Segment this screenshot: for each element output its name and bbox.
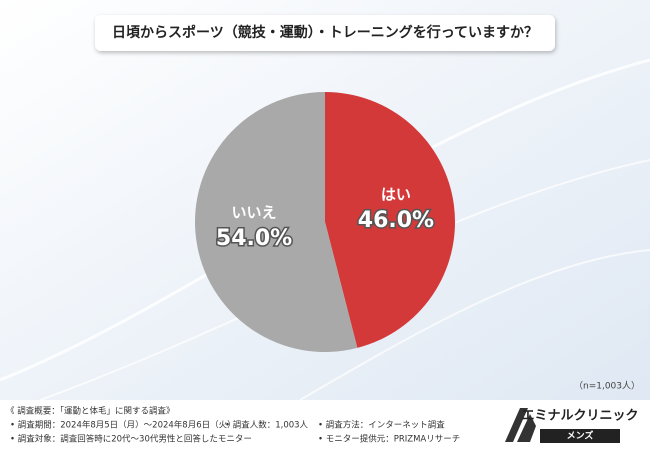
footer-item: • 調査方法：インターネット調査: [318, 420, 445, 431]
chart-title: 日頃からスポーツ（競技・運動）・トレーニングを行っていますか？: [112, 24, 538, 41]
slice-label: はい: [381, 186, 411, 204]
slice-value: 46.0%: [358, 208, 434, 233]
logo-sub: メンズ: [567, 430, 594, 442]
pie: はい 46.0% いいえ 54.0%: [194, 92, 455, 352]
footer-item: • 調査対象：調査回答時に20代～30代男性と回答したモニター: [10, 434, 252, 445]
title-box: [95, 15, 555, 51]
logo-mark: [505, 408, 536, 442]
footer-item: • 調査人数：1,003人: [225, 420, 309, 431]
slice-value: 54.0%: [216, 226, 292, 251]
slice-label: いいえ: [232, 203, 277, 221]
sample-note: （n=1,003人）: [574, 381, 640, 392]
logo-name: エミナルクリニック: [521, 409, 638, 424]
logo-sub-box: [540, 429, 620, 443]
footer-heading: 《 調査概要：「運動と体毛」に関する調査》: [6, 406, 174, 417]
pie-slice: [325, 92, 455, 348]
footer-item: • モニター提供元：PRIZMAリサーチ: [318, 434, 460, 445]
footer-item: • 調査期間：2024年8月5日（月）～2024年8月6日（火）: [10, 420, 236, 431]
pie-slice: [194, 92, 358, 352]
decor-curve: [299, 249, 650, 401]
